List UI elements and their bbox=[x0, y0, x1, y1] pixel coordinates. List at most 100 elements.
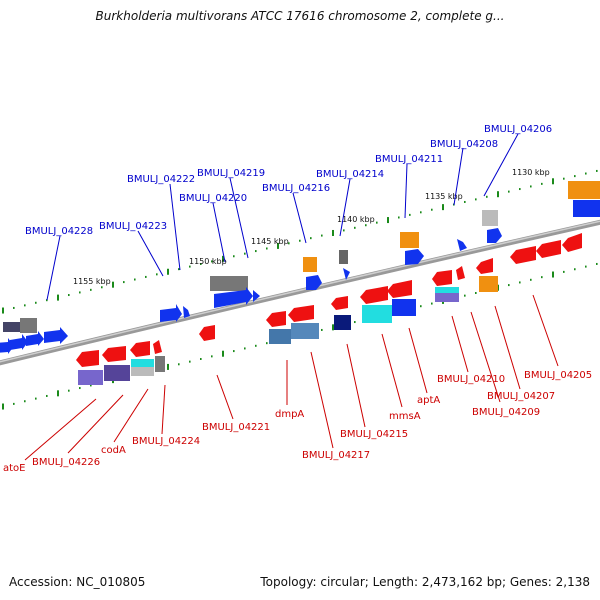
gene-orange[interactable] bbox=[303, 257, 317, 272]
gene-gray[interactable] bbox=[20, 318, 37, 333]
gene-label-reverse[interactable]: BMULJ_04205 bbox=[524, 370, 592, 381]
tick-mark bbox=[2, 307, 4, 314]
gene-label-reverse[interactable]: aptA bbox=[417, 395, 440, 406]
gene-gray[interactable] bbox=[339, 250, 348, 264]
gene-blue[interactable] bbox=[183, 306, 190, 318]
gene-blue[interactable] bbox=[44, 327, 68, 344]
gene-label-reverse[interactable]: BMULJ_04221 bbox=[202, 422, 270, 433]
gene-red[interactable] bbox=[288, 305, 314, 322]
gene-steel[interactable] bbox=[269, 329, 291, 344]
gene-label-forward[interactable]: BMULJ_04220 bbox=[179, 193, 247, 204]
gene-label-forward[interactable]: BMULJ_04223 bbox=[99, 221, 167, 232]
gene-label-forward[interactable]: BMULJ_04219 bbox=[197, 168, 265, 179]
gene-cyan[interactable] bbox=[435, 287, 459, 293]
gene-orange[interactable] bbox=[479, 276, 498, 292]
scale-labels: 1155 kbp 1150 kbp 1145 kbp 1140 kbp 1135… bbox=[73, 168, 550, 286]
tick-mark bbox=[57, 294, 59, 301]
gene-red[interactable] bbox=[456, 266, 465, 280]
gene-red[interactable] bbox=[76, 350, 99, 367]
tick-mark bbox=[266, 342, 268, 345]
gene-blue[interactable] bbox=[343, 268, 350, 280]
gene-red[interactable] bbox=[266, 311, 286, 327]
gene-blue[interactable] bbox=[10, 334, 28, 350]
tick-mark bbox=[167, 268, 169, 275]
tick-mark bbox=[519, 281, 521, 284]
gene-label-reverse[interactable]: codA bbox=[101, 445, 126, 456]
gene-gray[interactable] bbox=[3, 322, 20, 332]
gene-blue[interactable] bbox=[457, 239, 467, 251]
gene-label-forward[interactable]: BMULJ_04214 bbox=[316, 169, 384, 180]
tick-mark bbox=[24, 400, 26, 403]
tick-mark bbox=[310, 237, 312, 240]
gene-blue[interactable] bbox=[405, 249, 424, 265]
tick-mark bbox=[574, 268, 576, 271]
tick-mark bbox=[211, 260, 213, 263]
tick-mark bbox=[266, 247, 268, 250]
tick-mark bbox=[530, 278, 532, 281]
gene-steel[interactable] bbox=[291, 323, 319, 339]
tick-mark bbox=[13, 306, 15, 309]
gene-blue[interactable] bbox=[392, 299, 416, 316]
gene-label-reverse[interactable]: BMULJ_04215 bbox=[340, 429, 408, 440]
gene-cyan[interactable] bbox=[362, 305, 392, 323]
gene-red[interactable] bbox=[476, 258, 493, 274]
gene-red[interactable] bbox=[360, 286, 388, 304]
gene-red[interactable] bbox=[331, 296, 348, 310]
tick-mark bbox=[464, 294, 466, 297]
gene-blue[interactable] bbox=[573, 200, 600, 217]
gene-label-reverse[interactable]: BMULJ_04207 bbox=[487, 391, 555, 402]
gene-label-reverse[interactable]: mmsA bbox=[389, 411, 421, 422]
tick-mark bbox=[552, 271, 554, 278]
gene-orange[interactable] bbox=[400, 232, 419, 248]
gene-label-forward[interactable]: BMULJ_04222 bbox=[127, 174, 195, 185]
tick-mark bbox=[101, 286, 103, 289]
gene-orange[interactable] bbox=[568, 181, 600, 199]
gene-purple[interactable] bbox=[435, 293, 459, 302]
gene-navy[interactable] bbox=[334, 315, 351, 330]
gene-label-reverse[interactable]: BMULJ_04224 bbox=[132, 436, 200, 447]
gene-red[interactable] bbox=[130, 341, 150, 357]
gene-gray[interactable] bbox=[155, 356, 165, 372]
gene-red[interactable] bbox=[562, 233, 582, 252]
gene-red[interactable] bbox=[432, 270, 452, 286]
tick-mark bbox=[563, 270, 565, 273]
tick-mark bbox=[464, 200, 466, 203]
gene-label-reverse[interactable]: dmpA bbox=[275, 409, 304, 420]
gene-purple[interactable] bbox=[78, 370, 103, 385]
tick-mark bbox=[541, 182, 543, 185]
gene-label-forward[interactable]: BMULJ_04211 bbox=[375, 154, 443, 165]
gene-red[interactable] bbox=[199, 325, 215, 341]
gene-red[interactable] bbox=[536, 240, 561, 258]
tick-mark bbox=[68, 294, 70, 297]
scale-label: 1130 kbp bbox=[512, 168, 550, 177]
gene-label-reverse[interactable]: BMULJ_04209 bbox=[472, 407, 540, 418]
gene-blue[interactable] bbox=[160, 304, 182, 322]
gene-red[interactable] bbox=[387, 280, 412, 298]
gene-label-reverse[interactable]: BMULJ_04226 bbox=[32, 457, 100, 468]
tick-mark bbox=[123, 281, 125, 284]
gene-blue[interactable] bbox=[487, 228, 502, 243]
gene-label-forward[interactable]: BMULJ_04206 bbox=[484, 124, 552, 135]
scale-label: 1135 kbp bbox=[425, 192, 463, 201]
tick-mark bbox=[79, 291, 81, 294]
gene-label-forward[interactable]: BMULJ_04228 bbox=[25, 226, 93, 237]
gene-blue[interactable] bbox=[306, 275, 322, 290]
gene-label-forward[interactable]: BMULJ_04208 bbox=[430, 139, 498, 150]
gene-silver[interactable] bbox=[131, 367, 154, 376]
gene-blue[interactable] bbox=[214, 287, 253, 308]
gene-gray[interactable] bbox=[210, 276, 248, 291]
gene-blue[interactable] bbox=[253, 290, 260, 302]
gene-silver[interactable] bbox=[482, 210, 498, 226]
gene-purple[interactable] bbox=[104, 365, 130, 381]
tick-mark bbox=[321, 328, 323, 331]
gene-red[interactable] bbox=[510, 246, 536, 264]
gene-red[interactable] bbox=[153, 340, 162, 354]
gene-label-reverse[interactable]: BMULJ_04217 bbox=[302, 450, 370, 461]
gene-cyan[interactable] bbox=[131, 359, 154, 367]
gene-label-reverse[interactable]: atoE bbox=[3, 463, 26, 474]
gene-label-forward[interactable]: BMULJ_04216 bbox=[262, 183, 330, 194]
gene-blue[interactable] bbox=[26, 331, 44, 346]
gene-red[interactable] bbox=[102, 346, 126, 362]
gene-label-reverse[interactable]: BMULJ_04210 bbox=[437, 374, 505, 385]
